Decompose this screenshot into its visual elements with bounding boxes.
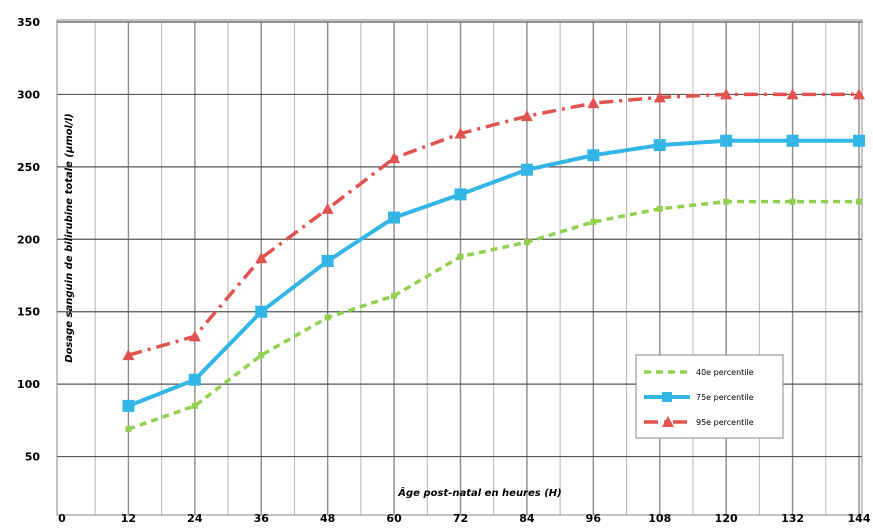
data-point [720,134,733,147]
x-tick-label: 60 [386,512,402,525]
data-point [255,252,268,264]
series-line-1 [127,199,859,431]
data-point [587,97,600,109]
data-point [122,349,135,361]
data-point [188,330,201,342]
data-point [523,239,530,246]
y-tick-label: 200 [17,233,40,246]
data-point [720,88,733,100]
y-tick-label: 100 [17,378,40,391]
data-point [457,253,464,260]
data-point [590,218,597,225]
x-tick-label: 120 [715,512,738,525]
data-point [125,426,132,433]
data-point [520,110,533,122]
legend-label: 75e percentile [696,393,754,402]
y-tick-label: 50 [25,451,41,464]
data-point [388,211,401,224]
data-point [856,198,862,205]
plot-border [56,19,863,516]
y-tick-label: 350 [17,16,40,29]
y-tick-label: 300 [17,88,40,101]
data-point [321,202,334,214]
series-line-3 [127,92,859,357]
data-point [122,399,135,412]
series-line-2 [127,138,859,408]
x-tick-label: 24 [187,512,203,525]
x-tick-label: 108 [648,512,671,525]
data-point [255,305,268,318]
y-tick-label: 250 [17,161,40,174]
data-point [188,373,201,386]
data-point [388,152,401,164]
series-group [122,88,865,433]
data-point [786,134,799,147]
x-tick-label: 132 [781,512,804,525]
x-tick-label: 0 [58,512,66,525]
legend-marker [662,392,672,402]
data-point [258,352,265,359]
data-point [454,127,467,139]
legend-label: 40e percentile [696,368,754,377]
data-point [321,255,334,268]
x-tick-label: 36 [254,512,270,525]
y-tick-labels: 50 100 150 200 250 300 350 [17,16,40,464]
data-point [454,188,467,201]
x-tick-label: 12 [121,512,136,525]
x-axis-label: Âge post-natal en heures (H) [397,485,561,499]
data-point [853,88,865,100]
legend-marker [662,416,674,427]
data-point [324,314,331,321]
data-point [853,134,865,147]
y-axis-label: Dosage sanguin de bilirubine totale (µmo… [64,113,75,362]
data-point [391,292,398,299]
data-point [587,149,600,162]
data-point [191,402,198,409]
data-point [656,205,663,212]
x-tick-label: 96 [586,512,602,525]
data-point [789,198,796,205]
data-point [520,163,533,176]
x-tick-labels: 0 12 24 36 48 60 72 84 96 108 120 132 144 [58,512,871,525]
legend-label: 95e percentile [696,418,754,427]
x-tick-label: 144 [848,512,871,525]
x-tick-label: 48 [320,512,335,525]
legend: 40e percentile 75e percentile 95e percenti… [635,354,784,439]
data-point [653,91,666,103]
x-tick-label: 72 [453,512,468,525]
data-point [786,88,799,100]
x-tick-label: 84 [519,512,535,525]
data-point [723,198,730,205]
y-tick-label: 150 [17,306,40,319]
data-point [653,139,666,152]
